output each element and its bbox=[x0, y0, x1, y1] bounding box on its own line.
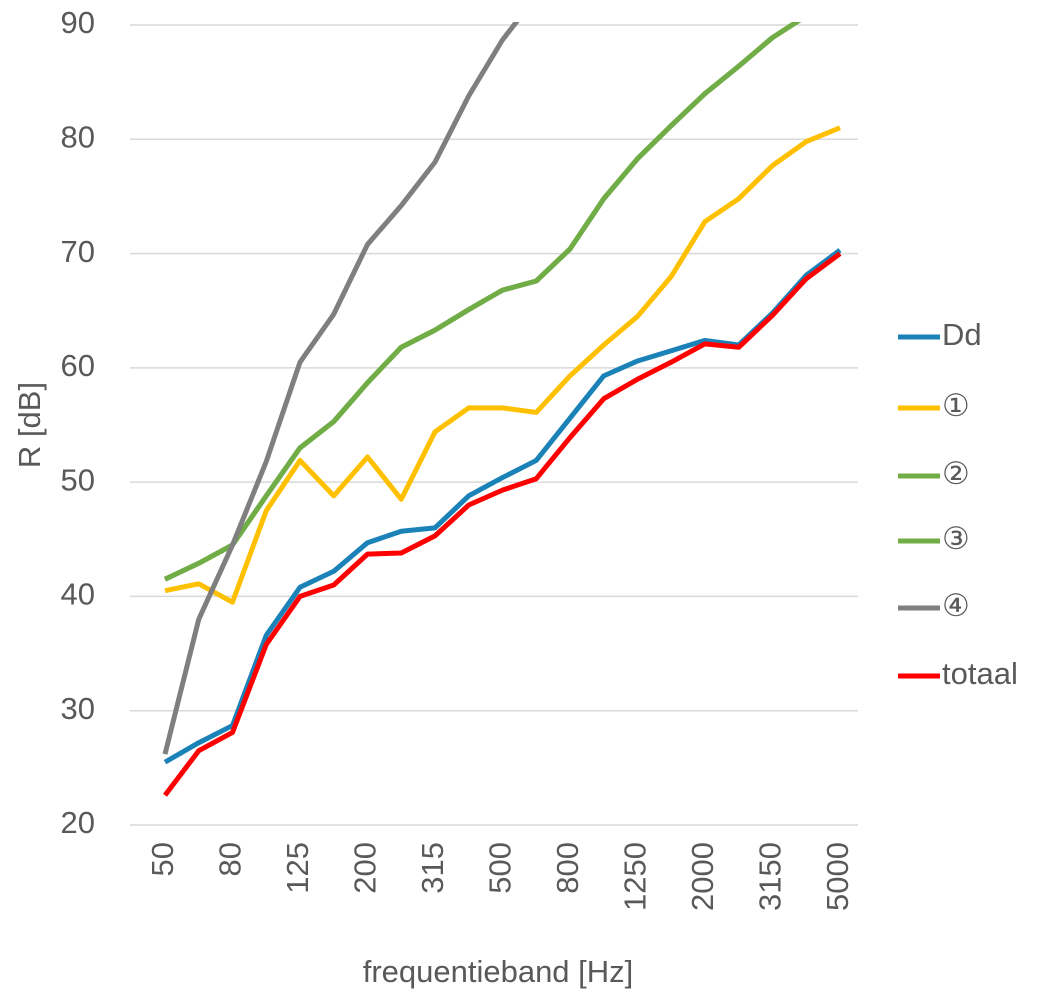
x-tick-label: 50 bbox=[145, 842, 180, 876]
data-line bbox=[163, 22, 802, 582]
x-tick-label: 125 bbox=[280, 842, 315, 894]
y-tick-label: 30 bbox=[61, 691, 95, 726]
y-tick-label: 60 bbox=[61, 348, 95, 383]
x-axis-title: frequentieband [Hz] bbox=[363, 954, 634, 989]
legend-label: ① bbox=[942, 388, 970, 423]
y-axis-title: R [dB] bbox=[12, 382, 47, 468]
y-tick-label: 50 bbox=[61, 462, 95, 497]
x-tick-label: 500 bbox=[483, 842, 518, 894]
x-tick-label: 200 bbox=[348, 842, 383, 894]
legend-label: ③ bbox=[942, 521, 970, 556]
y-tick-label: 90 bbox=[61, 5, 95, 40]
legend-label: ④ bbox=[942, 588, 970, 623]
data-line bbox=[162, 22, 520, 755]
y-tick-label: 20 bbox=[61, 805, 95, 840]
x-tick-label: 5000 bbox=[820, 842, 855, 911]
legend-label: Dd bbox=[942, 317, 982, 352]
legend-label: ② bbox=[942, 456, 970, 491]
data-line bbox=[163, 248, 842, 765]
data-line bbox=[164, 125, 841, 605]
x-tick-label: 800 bbox=[550, 842, 585, 894]
x-tick-label: 80 bbox=[213, 842, 248, 876]
x-tick-label: 3150 bbox=[753, 842, 788, 911]
data-line bbox=[163, 251, 842, 797]
x-tick-label: 2000 bbox=[685, 842, 720, 911]
legend-label: totaal bbox=[942, 656, 1018, 691]
y-tick-label: 40 bbox=[61, 577, 95, 612]
x-tick-label: 315 bbox=[415, 842, 450, 894]
plot-area bbox=[162, 22, 842, 797]
y-tick-label: 70 bbox=[61, 234, 95, 269]
y-tick-label: 80 bbox=[61, 119, 95, 154]
x-tick-label: 1250 bbox=[618, 842, 653, 911]
